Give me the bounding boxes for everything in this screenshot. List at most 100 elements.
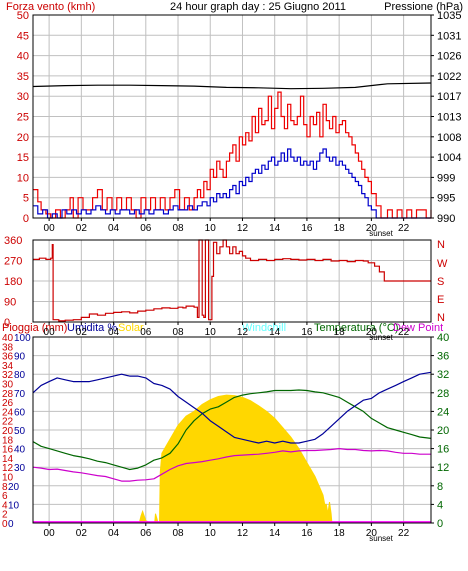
climate-panel-sunset-label: sunset: [369, 534, 393, 543]
rain-axis-tick-label: 22: [2, 417, 14, 428]
humidity-axis-tick-label: 80: [14, 370, 26, 381]
humidity-axis-tick-label: 20: [8, 482, 20, 493]
humidity-axis-tick-label: 70: [14, 389, 26, 400]
climate-panel-x-tick-label: 16: [301, 528, 313, 539]
legend-dew-point: Dew Point: [393, 322, 443, 334]
rain-axis-tick-label: 14: [2, 454, 14, 465]
temperature-axis-tick-label: 40: [437, 332, 449, 344]
wind-axis-title: Forza vento (kmh): [6, 1, 95, 13]
temperature-axis-tick-label: 8: [437, 481, 443, 493]
rain-axis-tick-label: 12: [2, 463, 14, 474]
pressure-axis-tick-label: 1031: [437, 30, 461, 42]
direction-series-line: [33, 239, 431, 322]
temperature-axis-tick-label: 32: [437, 369, 449, 381]
dew-point-series-line: [32, 448, 431, 482]
direction-panel-x-tick-label: 22: [398, 327, 410, 338]
direction-compass-label: N: [437, 239, 445, 251]
wind-panel-x-tick-label: 06: [140, 223, 152, 234]
rain-axis-tick-label: 34: [2, 361, 14, 372]
climate-panel-x-tick-label: 22: [398, 528, 410, 539]
rain-axis-tick-label: 18: [2, 435, 14, 446]
wind-axis-tick-label: 10: [17, 172, 29, 184]
temperature-axis-tick-label: 12: [437, 462, 449, 474]
wind-panel-x-tick-label: 08: [172, 223, 184, 234]
humidity-axis-tick-label: 50: [14, 426, 26, 437]
legend-temperature: Temperatura (°C): [314, 322, 398, 334]
wind-axis-tick-label: 15: [17, 152, 29, 164]
pressure-series-line: [32, 82, 432, 90]
pressure-axis-tick-label: 1026: [437, 51, 461, 63]
direction-compass-label: W: [437, 258, 448, 270]
legend-solar: Solar: [118, 322, 144, 334]
temperature-axis-tick-label: 16: [437, 444, 449, 456]
pressure-axis-tick-label: 995: [437, 193, 455, 205]
wind-panel-x-tick-label: 02: [76, 223, 88, 234]
climate-panel-x-tick-label: 08: [172, 528, 184, 539]
wind-axis-tick-label: 50: [17, 10, 29, 22]
wind-panel-x-tick-label: 20: [366, 223, 378, 234]
wind-panel-x-tick-label: 12: [237, 223, 249, 234]
pressure-axis-tick-label: 990: [437, 213, 455, 225]
pressure-axis-tick-label: 1017: [437, 91, 461, 103]
humidity-axis-tick-label: 90: [14, 352, 26, 363]
pressure-axis-tick-label: 1022: [437, 71, 461, 83]
wind-panel-x-tick-label: 18: [334, 223, 346, 234]
wind-axis-tick-label: 20: [17, 132, 29, 144]
wind-axis-tick-label: 40: [17, 51, 29, 63]
wind-axis-tick-label: 25: [17, 112, 29, 124]
direction-axis-tick-label: 180: [4, 276, 22, 288]
temperature-axis-tick-label: 28: [437, 388, 449, 400]
wind-axis-tick-label: 5: [23, 193, 29, 205]
rain-series-bar: [33, 521, 431, 523]
rain-axis-tick-label: 32: [2, 370, 14, 381]
climate-panel-x-tick-label: 00: [44, 528, 56, 539]
average-wind-series-line: [33, 148, 431, 219]
rain-axis-tick-label: 8: [2, 482, 8, 493]
humidity-series-line: [32, 371, 432, 444]
direction-compass-label: E: [437, 294, 444, 306]
temperature-axis-tick-label: 24: [437, 406, 449, 418]
wind-axis-tick-label: 45: [17, 30, 29, 42]
humidity-axis-tick-label: 40: [14, 445, 26, 456]
direction-panel-x-tick-label: 08: [172, 327, 184, 338]
humidity-axis-tick-label: 0: [8, 519, 14, 530]
temperature-series-line: [32, 389, 432, 471]
wind-panel-sunset-label: sunset: [369, 229, 393, 238]
direction-compass-label: N: [437, 312, 445, 324]
direction-axis-tick-label: 0: [4, 317, 10, 329]
climate-panel-x-tick-label: 02: [76, 528, 88, 539]
humidity-axis-tick-label: 30: [14, 463, 26, 474]
pressure-axis-tick-label: 1008: [437, 132, 461, 144]
wind-axis-tick-label: 30: [17, 91, 29, 103]
rain-axis-tick-label: 4: [2, 500, 8, 511]
legend-rain: Pioggia (mm): [2, 322, 67, 334]
pressure-axis-tick-label: 1013: [437, 112, 461, 124]
climate-panel-x-tick-label: 18: [334, 528, 346, 539]
wind-axis-tick-label: 0: [23, 213, 29, 225]
pressure-axis-title: Pressione (hPa): [384, 1, 463, 13]
rain-axis-tick-label: 0: [2, 519, 8, 530]
wind-panel-x-tick-label: 16: [301, 223, 313, 234]
rain-axis-tick-label: 16: [2, 445, 14, 456]
direction-axis-tick-label: 270: [4, 256, 22, 268]
legend-humidity: Umidita %: [67, 322, 117, 334]
pressure-axis-tick-label: 999: [437, 172, 455, 184]
rain-axis-tick-label: 28: [2, 389, 14, 400]
rain-axis-tick-label: 26: [2, 398, 14, 409]
temperature-axis-tick-label: 20: [437, 425, 449, 437]
direction-panel-x-tick-label: 14: [269, 327, 281, 338]
direction-panel-x-tick-label: 18: [334, 327, 346, 338]
rain-axis-tick-label: 38: [2, 342, 14, 353]
direction-panel-x-tick-label: 04: [108, 327, 120, 338]
rain-axis-tick-label: 40: [2, 333, 14, 344]
wind-panel-x-tick-label: 14: [269, 223, 281, 234]
direction-panel-x-tick-label: 06: [140, 327, 152, 338]
direction-compass-label: S: [437, 276, 444, 288]
direction-panel-x-tick-label: 20: [366, 327, 378, 338]
rain-axis-tick-label: 20: [2, 426, 14, 437]
rain-axis-tick-label: 6: [2, 491, 8, 502]
direction-panel-x-tick-label: 02: [76, 327, 88, 338]
rain-axis-tick-label: 30: [2, 380, 14, 391]
temperature-axis-tick-label: 36: [437, 351, 449, 363]
